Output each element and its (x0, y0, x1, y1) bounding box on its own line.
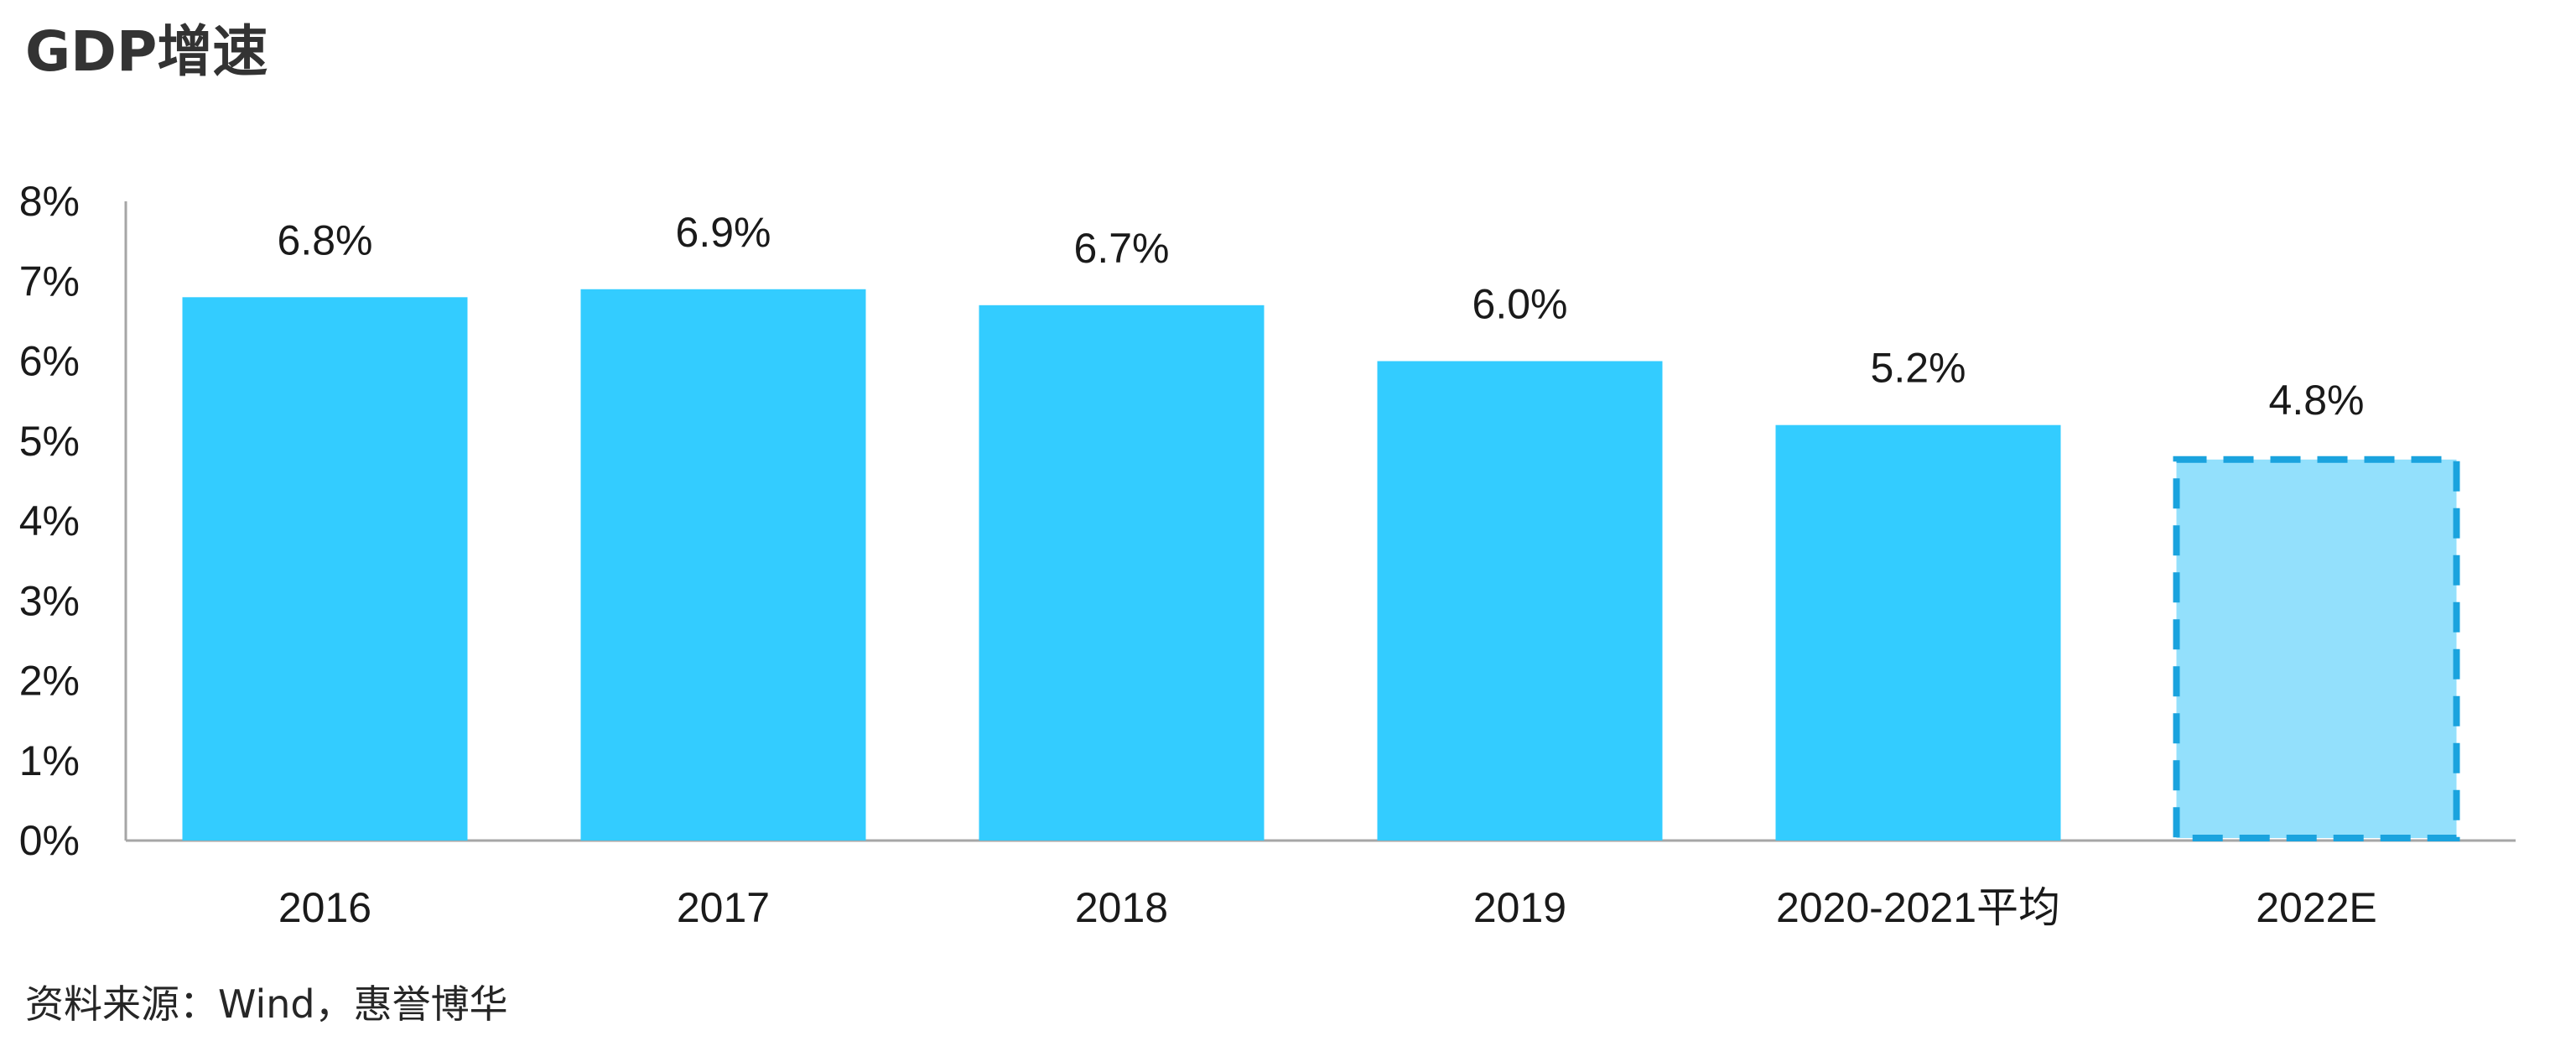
y-tick-label: 1% (19, 737, 80, 784)
data-label: 4.8% (2269, 377, 2365, 424)
y-tick-label: 6% (19, 338, 80, 385)
bar (979, 305, 1265, 841)
y-tick-label: 5% (19, 418, 80, 465)
data-label: 6.8% (278, 216, 373, 263)
bar (182, 297, 468, 841)
bar (580, 289, 866, 841)
y-tick-label: 0% (19, 817, 80, 864)
bar (1775, 424, 2061, 841)
data-label: 6.7% (1074, 225, 1170, 272)
y-tick-label: 2% (19, 658, 80, 705)
chart-title: GDP增速 (25, 19, 268, 84)
x-tick-label: 2017 (677, 884, 770, 931)
data-label: 6.9% (676, 209, 771, 256)
y-tick-label: 7% (19, 258, 80, 305)
x-tick-label: 2022E (2256, 884, 2377, 931)
x-tick-label: 2018 (1075, 884, 1168, 931)
y-tick-label: 4% (19, 497, 80, 544)
data-label: 5.2% (1871, 345, 1966, 392)
x-tick-label: 2016 (278, 884, 371, 931)
y-tick-label: 3% (19, 577, 80, 624)
y-tick-label: 8% (19, 178, 80, 225)
x-tick-label: 2019 (1473, 884, 1566, 931)
bar-forecast (2173, 456, 2460, 841)
data-label: 6.0% (1472, 281, 1568, 328)
x-tick-label: 2020-2021平均 (1776, 884, 2060, 931)
bar (1377, 361, 1663, 841)
source-note: 资料来源：Wind，惠誉博华 (25, 981, 508, 1027)
